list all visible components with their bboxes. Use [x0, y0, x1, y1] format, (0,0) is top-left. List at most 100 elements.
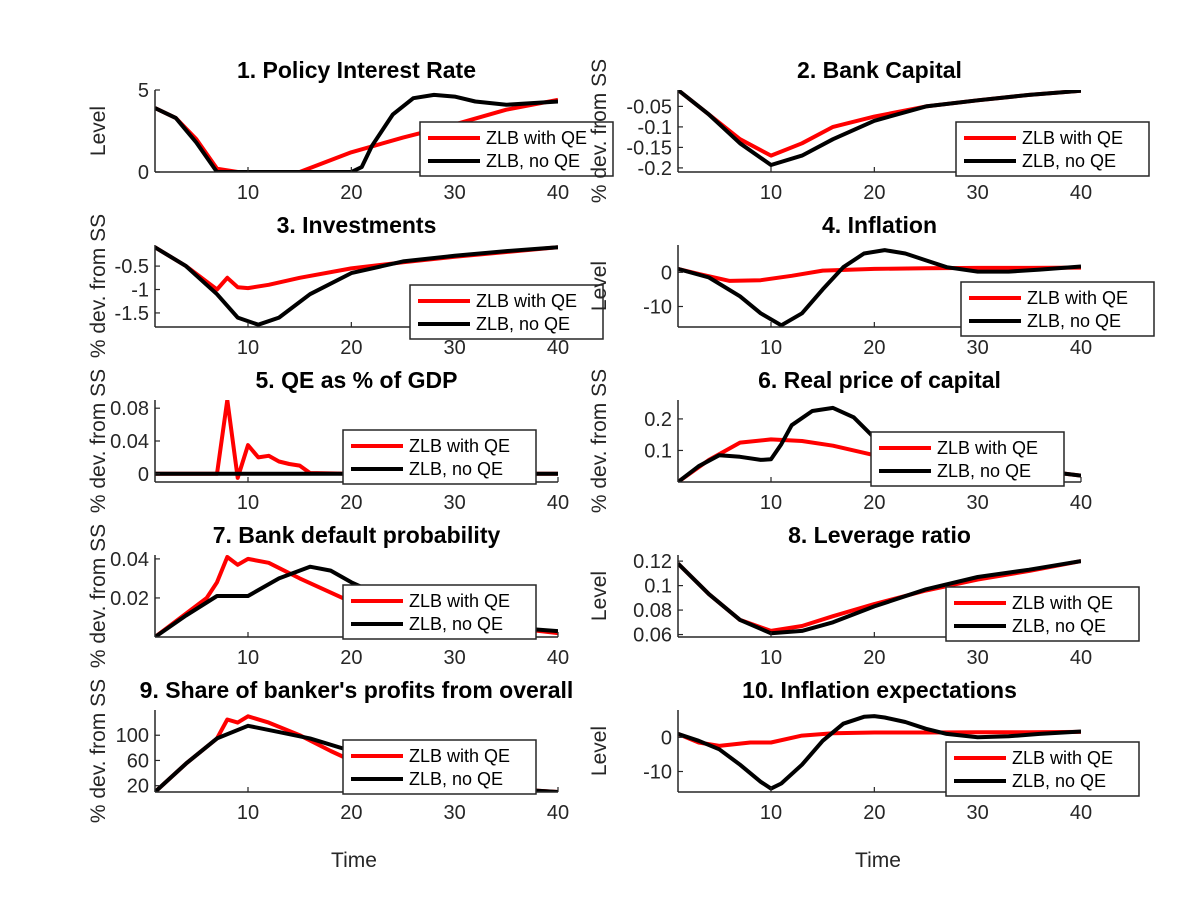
- legend: ZLB with QE ZLB, no QE: [342, 739, 537, 795]
- legend-box: [945, 586, 1140, 642]
- x-tick-label: 40: [1070, 337, 1092, 359]
- legend-label-with-qe: ZLB with QE: [409, 436, 510, 456]
- x-tick-label: 30: [444, 647, 466, 669]
- legend-box: [955, 121, 1150, 177]
- y-tick-label: -0.15: [626, 137, 672, 159]
- y-tick-label: 0.1: [644, 576, 672, 598]
- panel-4: 10 20 30 40 -10 0 Level 4. Inflation ZLB with QE…: [588, 212, 1155, 359]
- series-line-no-qe: [678, 90, 1081, 167]
- x-tick-label: 30: [444, 802, 466, 824]
- series-line-no-qe: [155, 92, 558, 172]
- panel-title: 3. Investments: [277, 212, 437, 238]
- x-tick-label: 20: [863, 492, 885, 514]
- panel-title: 5. QE as % of GDP: [256, 367, 458, 393]
- series-line-no-qe: [678, 559, 1081, 636]
- x-tick-label: 40: [1070, 492, 1092, 514]
- legend: ZLB with QE ZLB, no QE: [945, 741, 1140, 797]
- y-tick-label: -10: [643, 297, 672, 319]
- x-tick-label: 20: [340, 492, 362, 514]
- x-tick-label: 30: [967, 182, 989, 204]
- y-tick-label: 0.08: [110, 398, 149, 420]
- y-axis-label: % dev. from SS: [87, 369, 110, 513]
- legend-label-no-qe: ZLB, no QE: [1012, 616, 1106, 636]
- y-tick-label: 0: [661, 727, 672, 749]
- x-tick-label: 20: [863, 337, 885, 359]
- x-tick-label: 40: [1070, 182, 1092, 204]
- y-tick-label: -1: [131, 280, 149, 302]
- panel-6: 10 20 30 40 0.1 0.2 % dev. from SS 6. Real pric…: [588, 367, 1092, 514]
- legend-box: [342, 739, 537, 795]
- y-axis-label: % dev. from SS: [87, 524, 110, 668]
- x-tick-label: 30: [967, 647, 989, 669]
- legend: ZLB with QE ZLB, no QE: [419, 121, 614, 177]
- x-tick-label: 40: [547, 337, 569, 359]
- y-tick-label: -0.2: [638, 158, 672, 180]
- panel-7: 10 20 30 40 0.02 0.04% dev. from SS 7. Bank de…: [87, 522, 569, 669]
- x-tick-label: 20: [340, 337, 362, 359]
- x-tick-label: 40: [547, 182, 569, 204]
- y-tick-label: 0.04: [110, 549, 149, 571]
- panel-title: 9. Share of banker's profits from overal…: [140, 677, 574, 703]
- y-tick-label: 0: [138, 464, 149, 486]
- y-tick-label: 0.08: [633, 600, 672, 622]
- x-tick-label: 20: [340, 647, 362, 669]
- legend-box: [409, 284, 604, 340]
- legend-label-with-qe: ZLB with QE: [486, 128, 587, 148]
- x-tick-label: 20: [863, 647, 885, 669]
- y-tick-label: -1.5: [115, 303, 149, 325]
- legend-label-no-qe: ZLB, no QE: [409, 769, 503, 789]
- panel-8: 10 20 30 40 0.06 0.080.1 0.12 Level 8. Leverage …: [588, 522, 1140, 669]
- panel-title: 8. Leverage ratio: [788, 522, 971, 548]
- legend-label-no-qe: ZLB, no QE: [486, 151, 580, 171]
- legend-label-no-qe: ZLB, no QE: [409, 614, 503, 634]
- y-axis-label: % dev. from SS: [588, 59, 611, 203]
- y-tick-label: -0.5: [115, 256, 149, 278]
- legend: ZLB with QE ZLB, no QE: [945, 586, 1140, 642]
- x-tick-label: 20: [340, 182, 362, 204]
- y-tick-label: 20: [127, 776, 149, 798]
- series-line-no-qe: [155, 245, 558, 327]
- y-tick-label: 0: [138, 162, 149, 184]
- y-tick-label: 0.06: [633, 625, 672, 647]
- legend: ZLB with QE ZLB, no QE: [342, 584, 537, 640]
- y-tick-label: -10: [643, 762, 672, 784]
- legend-label-with-qe: ZLB with QE: [1012, 748, 1113, 768]
- legend-box: [945, 741, 1140, 797]
- legend-label-with-qe: ZLB with QE: [409, 746, 510, 766]
- y-tick-label: 0.04: [110, 431, 149, 453]
- legend-label-no-qe: ZLB, no QE: [1027, 311, 1121, 331]
- y-tick-label: 0.12: [633, 551, 672, 573]
- x-tick-label: 10: [760, 802, 782, 824]
- panel-title: 6. Real price of capital: [758, 367, 1001, 393]
- series-line-with-qe: [678, 729, 1081, 748]
- panel-5: 10 20 30 40 0 0.04 0.08% dev. from SS 5. QE as …: [87, 367, 569, 514]
- panel-title: 1. Policy Interest Rate: [237, 57, 476, 83]
- legend: ZLB with QE ZLB, no QE: [955, 121, 1150, 177]
- y-tick-label: 0.2: [644, 409, 672, 431]
- legend-box: [342, 584, 537, 640]
- legend: ZLB with QE ZLB, no QE: [409, 284, 604, 340]
- legend: ZLB with QE ZLB, no QE: [342, 429, 537, 485]
- x-tick-label: 10: [760, 337, 782, 359]
- x-tick-label: 30: [967, 337, 989, 359]
- y-tick-label: 100: [116, 725, 149, 747]
- x-axis-label-right: Time: [855, 849, 901, 872]
- y-axis-label: % dev. from SS: [87, 679, 110, 823]
- x-tick-label: 30: [444, 337, 466, 359]
- panel-title: 7. Bank default probability: [213, 522, 501, 548]
- legend-label-with-qe: ZLB with QE: [1012, 593, 1113, 613]
- y-axis-label: Level: [588, 571, 611, 621]
- panel-title: 4. Inflation: [822, 212, 937, 238]
- x-tick-label: 10: [237, 647, 259, 669]
- x-tick-label: 40: [547, 647, 569, 669]
- x-tick-label: 40: [1070, 647, 1092, 669]
- legend-label-with-qe: ZLB with QE: [1022, 128, 1123, 148]
- legend: ZLB with QE ZLB, no QE: [960, 281, 1155, 337]
- legend-label-with-qe: ZLB with QE: [409, 591, 510, 611]
- y-axis-label: Level: [87, 106, 110, 156]
- x-tick-label: 10: [237, 182, 259, 204]
- legend-label-no-qe: ZLB, no QE: [1012, 771, 1106, 791]
- series-line-with-qe: [678, 265, 1081, 283]
- legend-box: [960, 281, 1155, 337]
- legend-label-no-qe: ZLB, no QE: [476, 314, 570, 334]
